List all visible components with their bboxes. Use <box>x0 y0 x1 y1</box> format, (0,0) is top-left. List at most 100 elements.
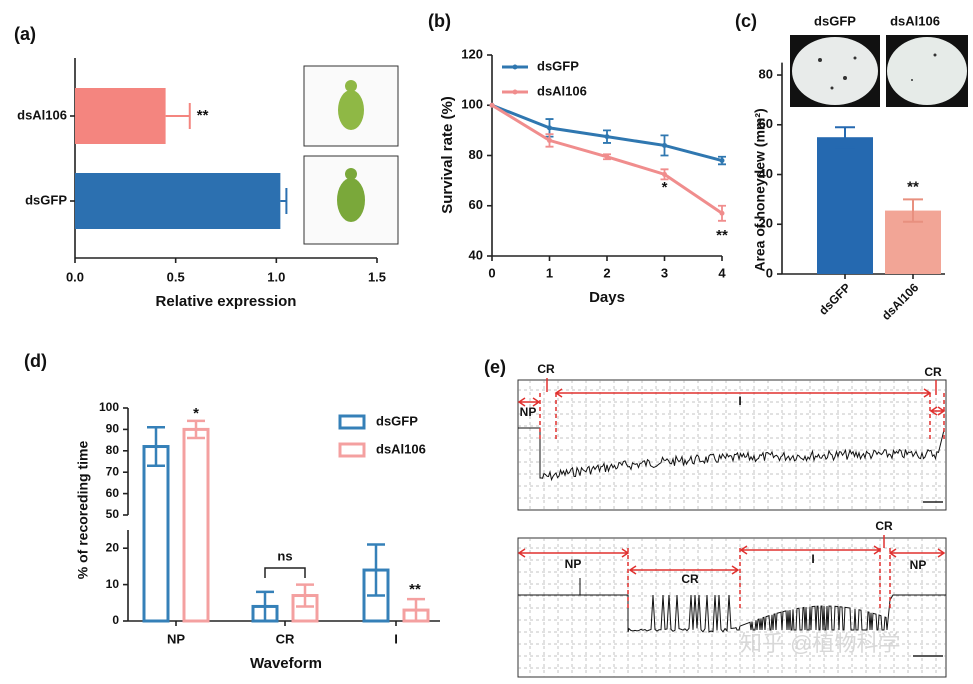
phase-label: I <box>811 552 814 566</box>
y-axis-title: Survival rate (%) <box>439 96 456 214</box>
y-tick-label: 80 <box>759 66 773 81</box>
x-tick-label: 1.5 <box>368 269 386 284</box>
x-tick-label: 2 <box>603 265 610 280</box>
significance: ** <box>716 227 728 244</box>
y-tick-label: 50 <box>106 507 120 521</box>
y-tick-label: 120 <box>461 46 483 61</box>
panel-label: (d) <box>24 351 47 371</box>
significance: ** <box>907 178 919 195</box>
y-tick-label: 80 <box>469 147 483 162</box>
bar <box>142 445 170 623</box>
trace <box>518 427 945 482</box>
significance: * <box>193 405 199 422</box>
x-axis-title: Days <box>589 289 625 306</box>
phase-label: CR <box>681 572 699 586</box>
image-label: dsGFP <box>814 13 856 28</box>
significance: ** <box>197 107 209 124</box>
category-label: dsGFP <box>25 192 67 207</box>
point <box>489 102 495 108</box>
honeydew-images <box>790 35 968 107</box>
trace-box <box>517 379 947 511</box>
error-bar <box>718 155 726 166</box>
legend-label: dsGFP <box>376 413 418 428</box>
x-axis-title: Waveform <box>250 655 322 672</box>
x-tick-label: 0.5 <box>167 269 185 284</box>
watermark: 知乎 @植物科学 <box>740 631 900 656</box>
x-tick-label: 0.0 <box>66 269 84 284</box>
y-tick-label: 40 <box>759 166 773 181</box>
error-bar <box>660 134 669 157</box>
y-tick-label: 0 <box>766 265 773 280</box>
legend-swatch <box>512 64 518 70</box>
y-axis-title: % of recoreding time <box>75 441 91 580</box>
error-bar <box>296 583 314 608</box>
error-bar <box>718 204 726 222</box>
phase-label: NP <box>520 405 537 419</box>
category-label: dsAl106 <box>17 107 67 122</box>
category-label: NP <box>167 631 185 646</box>
phase-label: CR <box>537 362 555 376</box>
x-tick-label: 1.0 <box>267 269 285 284</box>
error-bar <box>903 198 923 223</box>
significance: ** <box>409 581 421 598</box>
phase-label: I <box>738 394 741 408</box>
phase-label: CR <box>875 519 893 533</box>
error-bar <box>147 426 165 468</box>
bar <box>182 427 210 623</box>
y-axis-title: Area of honeydew (mm²) <box>752 108 768 271</box>
category-label: CR <box>276 631 295 646</box>
phase-label: CR <box>924 365 942 379</box>
legend-swatch <box>338 442 366 458</box>
x-tick-label: 1 <box>546 265 553 280</box>
y-tick-label: 60 <box>106 486 120 500</box>
phase-label: NP <box>565 557 582 571</box>
x-tick-label: 4 <box>718 265 726 280</box>
y-tick-label: 90 <box>106 422 120 436</box>
y-tick-label: 40 <box>469 247 483 262</box>
y-tick-label: 60 <box>759 116 773 131</box>
y-tick-label: 70 <box>106 464 120 478</box>
error-bar <box>165 103 191 129</box>
y-tick-label: 0 <box>112 613 119 627</box>
y-tick-label: 80 <box>106 443 120 457</box>
trace-box <box>517 537 947 678</box>
y-tick-label: 100 <box>461 97 483 112</box>
error-bar <box>256 590 274 623</box>
bar <box>75 88 166 144</box>
legend-swatch <box>512 89 518 95</box>
category-label: I <box>394 631 398 646</box>
phase-label: NP <box>910 558 927 572</box>
y-tick-label: 100 <box>99 400 119 414</box>
category-label: dsAl106 <box>879 280 922 323</box>
y-tick-label: 10 <box>106 577 120 591</box>
panel-label: (e) <box>484 357 506 377</box>
y-tick-label: 20 <box>759 216 773 231</box>
significance: * <box>662 179 668 196</box>
trace <box>518 578 946 633</box>
arrow <box>517 397 541 407</box>
legend-label: dsAl106 <box>376 441 426 456</box>
legend-label: dsGFP <box>537 58 579 73</box>
category-label: dsGFP <box>816 280 853 317</box>
arrow <box>628 565 740 575</box>
bar <box>817 137 873 274</box>
error-bar <box>280 188 288 214</box>
error-bar <box>603 153 611 161</box>
legend-swatch <box>338 414 366 430</box>
bar <box>75 173 281 229</box>
legend-label: dsAl106 <box>537 83 587 98</box>
error-bar <box>367 543 385 597</box>
error-bar <box>407 597 425 623</box>
y-tick-label: 20 <box>106 540 120 554</box>
y-tick-label: 60 <box>469 197 483 212</box>
arrow <box>888 548 946 558</box>
panel-label: (c) <box>735 11 757 31</box>
error-bar <box>545 133 554 148</box>
significance: ns <box>277 548 292 563</box>
error-bar <box>187 419 205 440</box>
error-bar <box>603 129 611 144</box>
error-bar <box>660 168 669 181</box>
x-axis-title: Relative expression <box>156 293 297 310</box>
image-label: dsAl106 <box>890 13 940 28</box>
